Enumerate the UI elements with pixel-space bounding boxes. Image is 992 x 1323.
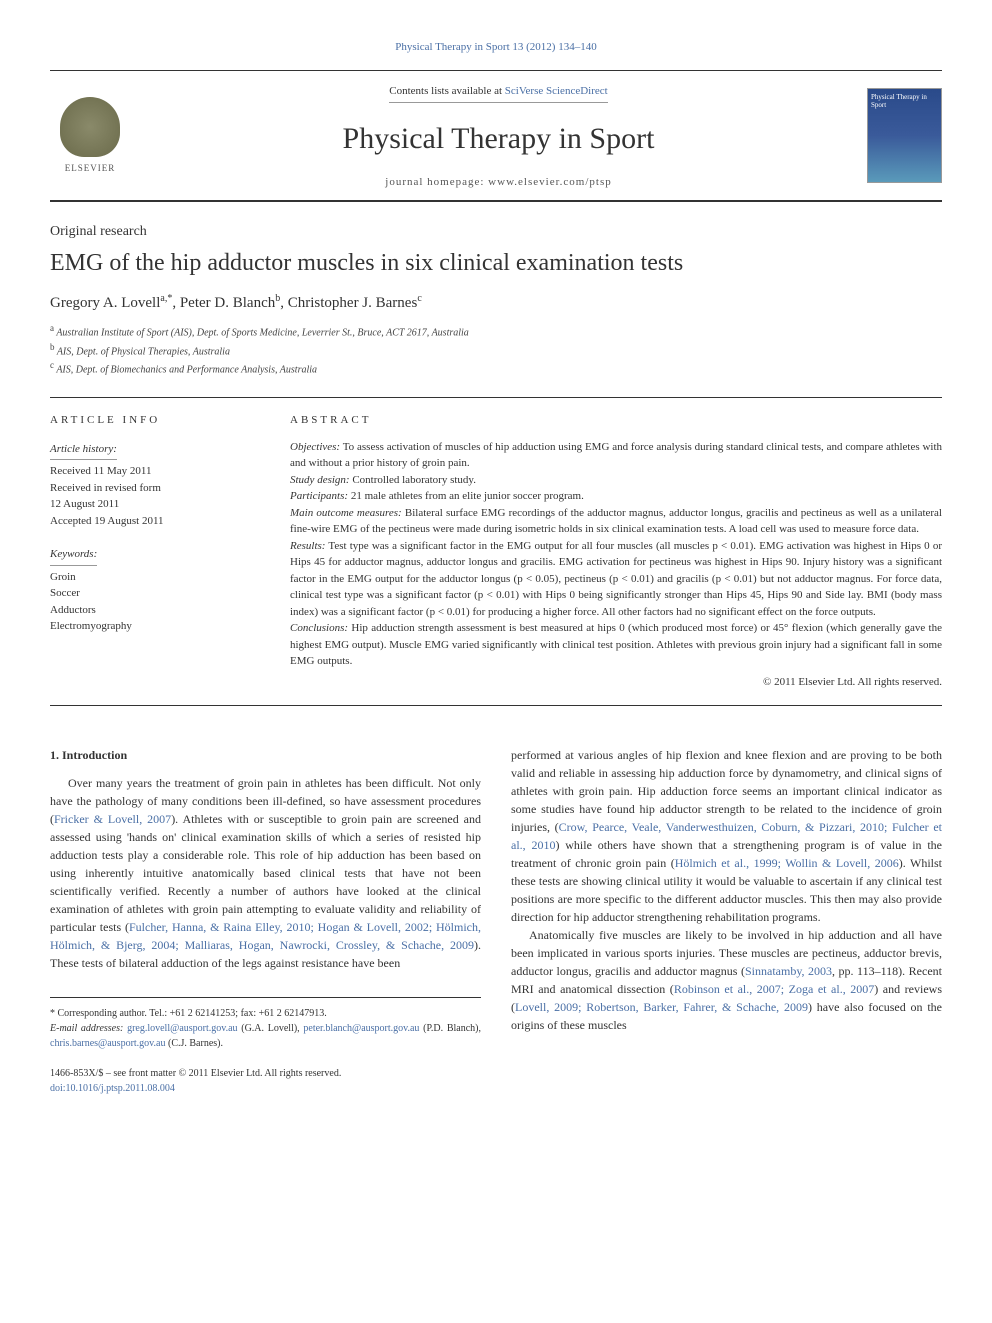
intro-paragraph-right-1: performed at various angles of hip flexi… — [511, 746, 942, 926]
abstract-copyright: © 2011 Elsevier Ltd. All rights reserved… — [290, 675, 942, 690]
body-columns: 1. Introduction Over many years the trea… — [50, 746, 942, 1096]
corresponding-author-footnote: * Corresponding author. Tel.: +61 2 6214… — [50, 997, 481, 1051]
elsevier-logo[interactable]: ELSEVIER — [50, 91, 130, 181]
journal-homepage: journal homepage: www.elsevier.com/ptsp — [150, 175, 847, 190]
elsevier-label: ELSEVIER — [65, 162, 116, 175]
elsevier-tree-icon — [60, 97, 120, 157]
keywords-label: Keywords: — [50, 547, 97, 565]
intro-paragraph-right-2: Anatomically five muscles are likely to … — [511, 926, 942, 1034]
journal-reference-link[interactable]: Physical Therapy in Sport 13 (2012) 134–… — [50, 40, 942, 55]
history-label: Article history: — [50, 442, 117, 460]
issn-line: 1466-853X/$ – see front matter © 2011 El… — [50, 1066, 481, 1081]
article-title: EMG of the hip adductor muscles in six c… — [50, 247, 942, 281]
keywords-text: GroinSoccerAdductorsElectromyography — [50, 569, 260, 635]
abstract-panel: ABSTRACT Objectives: To assess activatio… — [290, 398, 942, 705]
corresponding-author-line: * Corresponding author. Tel.: +61 2 6214… — [50, 1006, 481, 1021]
article-info-panel: ARTICLE INFO Article history: Received 1… — [50, 398, 260, 705]
journal-title: Physical Therapy in Sport — [150, 118, 847, 160]
abstract-body: Objectives: To assess activation of musc… — [290, 439, 942, 670]
contents-available-line: Contents lists available at SciVerse Sci… — [389, 84, 607, 102]
left-column: 1. Introduction Over many years the trea… — [50, 746, 481, 1096]
right-column: performed at various angles of hip flexi… — [511, 746, 942, 1096]
authors-line: Gregory A. Lovella,*, Peter D. Blanchb, … — [50, 292, 942, 314]
abstract-heading: ABSTRACT — [290, 413, 942, 428]
scidirect-link[interactable]: SciVerse ScienceDirect — [505, 85, 608, 97]
cover-thumb-title: Physical Therapy in Sport — [871, 94, 941, 109]
section-heading-intro: 1. Introduction — [50, 746, 481, 764]
journal-cover-thumbnail[interactable]: Physical Therapy in Sport — [867, 88, 942, 183]
history-text: Received 11 May 2011Received in revised … — [50, 463, 260, 529]
article-type: Original research — [50, 222, 942, 242]
journal-header: ELSEVIER Contents lists available at Sci… — [50, 70, 942, 202]
doi-line[interactable]: doi:10.1016/j.ptsp.2011.08.004 — [50, 1081, 481, 1096]
intro-paragraph-left: Over many years the treatment of groin p… — [50, 774, 481, 972]
email-addresses-line: E-mail addresses: greg.lovell@ausport.go… — [50, 1021, 481, 1051]
article-info-heading: ARTICLE INFO — [50, 413, 260, 428]
affiliations-block: a Australian Institute of Sport (AIS), D… — [50, 322, 942, 377]
issn-copyright-footer: 1466-853X/$ – see front matter © 2011 El… — [50, 1066, 481, 1096]
